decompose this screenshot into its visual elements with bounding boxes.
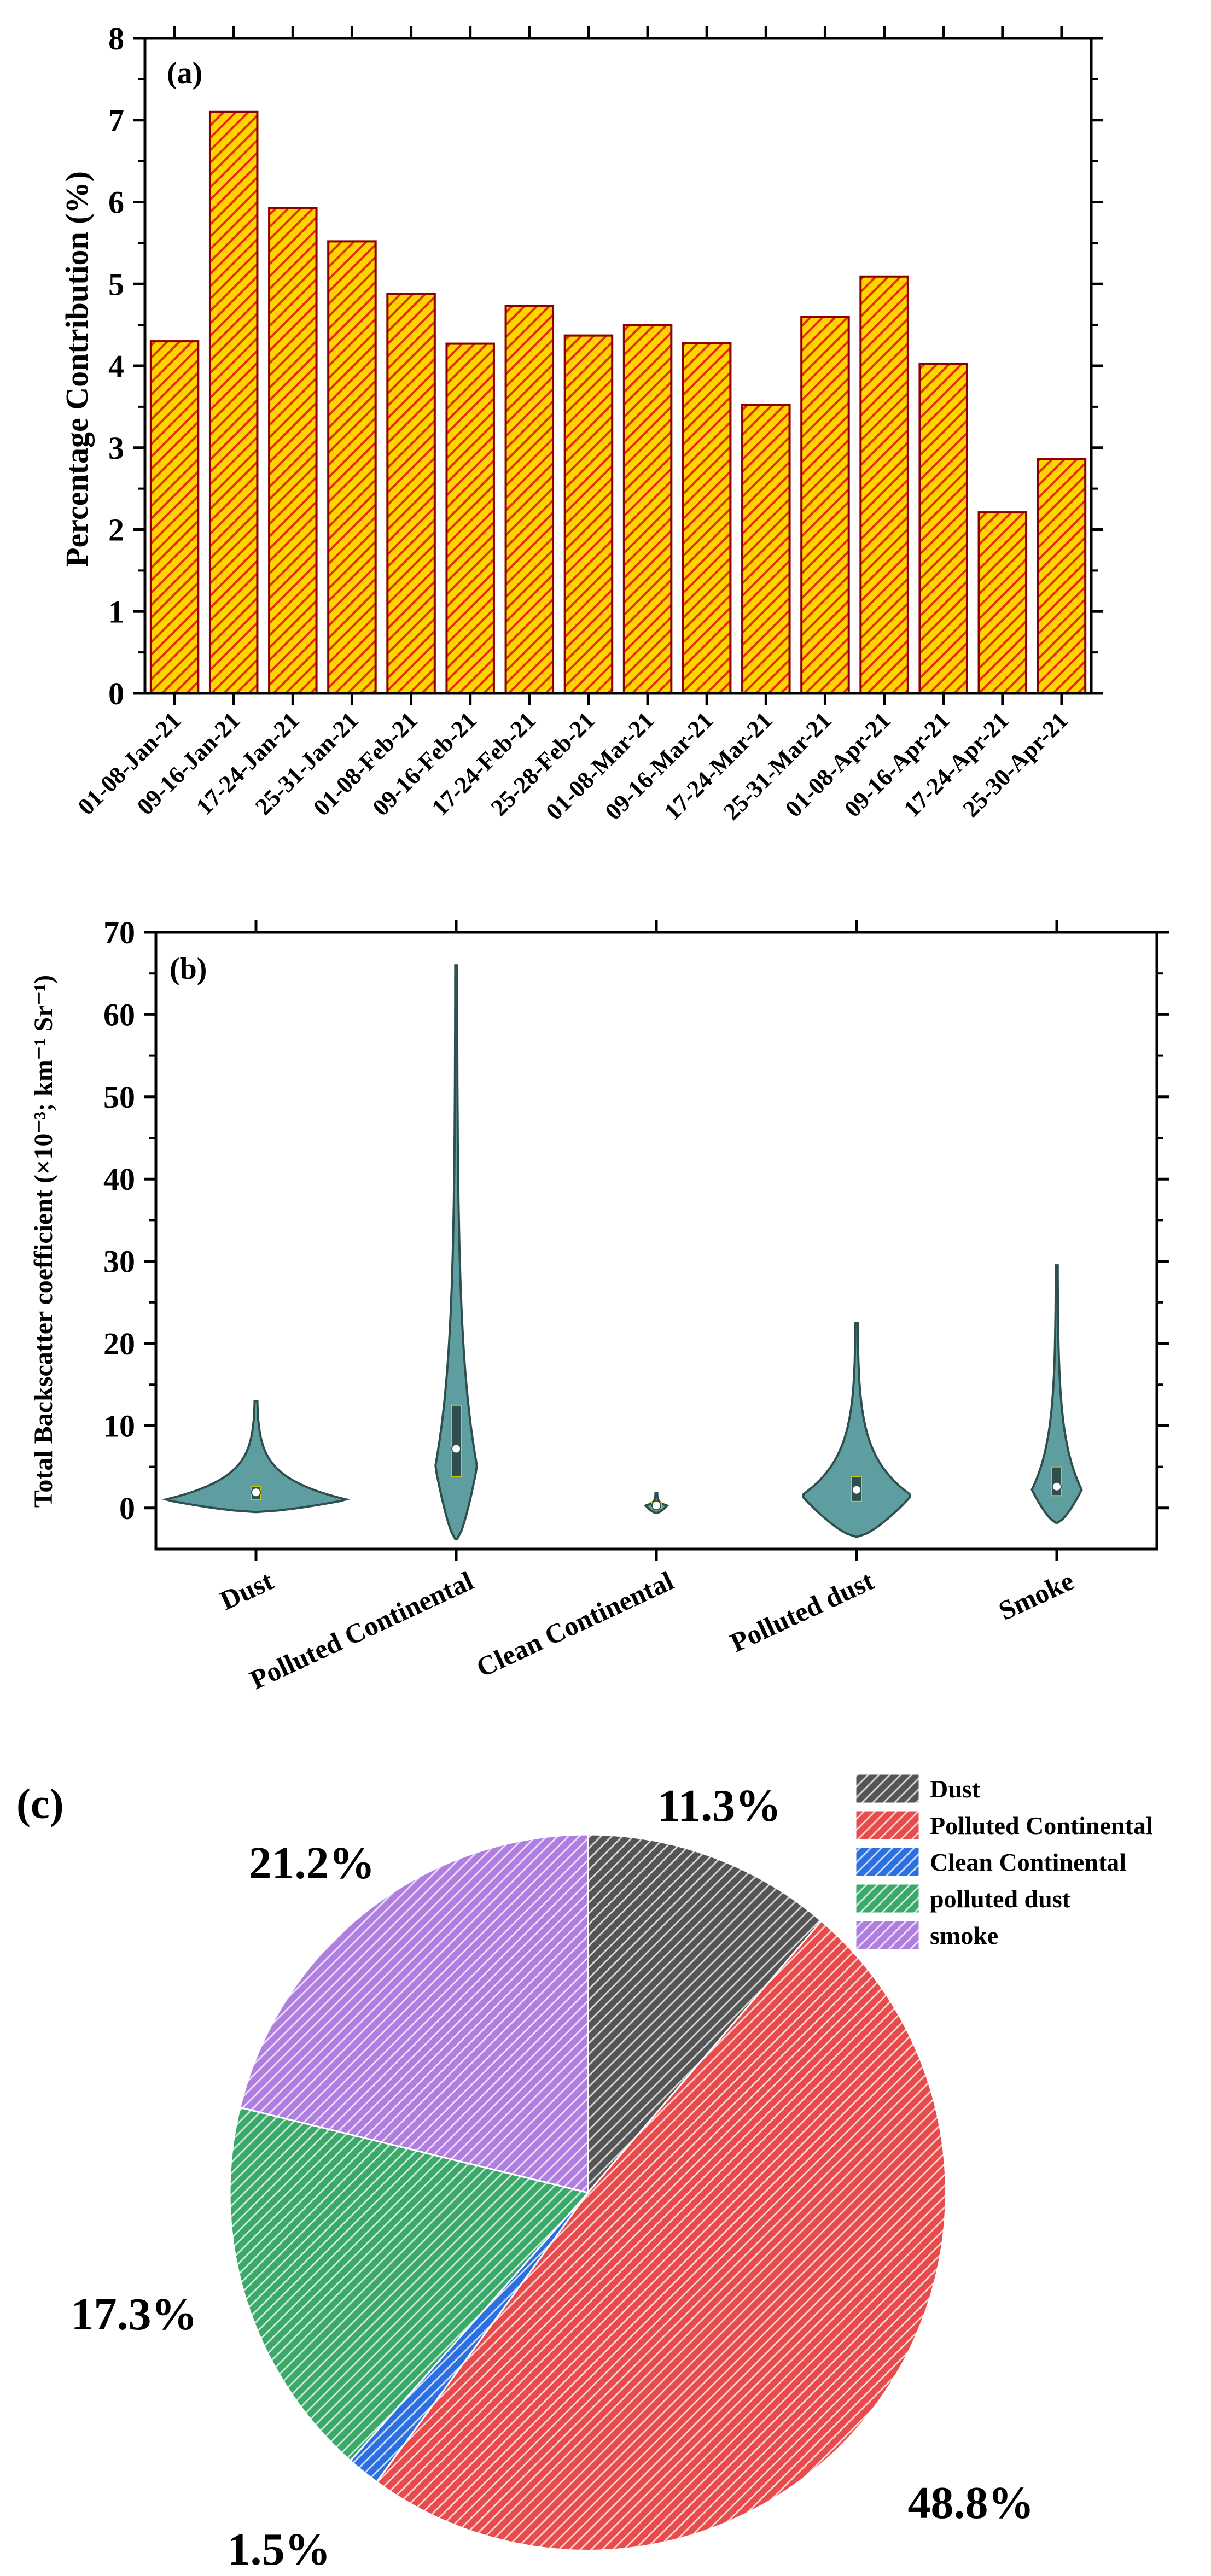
violin-body [161,1400,351,1514]
bar [327,240,377,694]
y-tick-label: 2 [108,512,124,548]
legend-swatch [855,1847,919,1877]
y-tick-label: 3 [108,430,124,466]
violin-mean-marker [1052,1481,1062,1492]
y-tick-label: 0 [119,1491,135,1526]
x-tick-label: Polluted Continental [245,1565,478,1695]
violin-body [1030,1264,1083,1524]
legend-swatch [855,1774,919,1803]
legend-label: polluted dust [930,1885,1071,1913]
pie-value-label: 21.2% [249,1838,375,1889]
legend-swatch [855,1920,919,1950]
panel-label-b: (b) [170,952,207,986]
pie-value-label: 11.3% [657,1780,781,1831]
violin-body [801,1322,912,1538]
panel-label-a: (a) [167,56,202,90]
y-tick-label: 7 [108,103,124,138]
y-tick-label: 40 [103,1161,135,1197]
violin-box [451,1404,462,1477]
plot-frame [154,931,1158,1551]
x-tick-label: Clean Continental [471,1565,678,1683]
pie-slice [375,1919,947,2551]
bar [563,334,614,694]
bar [622,324,673,694]
bar [208,110,259,694]
y-tick-label: 6 [108,185,124,220]
y-tick-label: 5 [108,266,124,302]
pie-value-label: 48.8% [908,2478,1034,2528]
y-tick-label: 20 [103,1326,135,1362]
y-tick-label: 1 [108,594,124,629]
y-tick-label: 4 [108,348,124,384]
violin-mean-marker [451,1444,461,1454]
x-tick-label: Polluted dust [725,1565,878,1658]
y-tick-label: 70 [103,915,135,950]
y-tick-label: 8 [108,21,124,56]
bar [918,363,968,694]
pie-slice [229,2106,590,2462]
legend-swatch [855,1884,919,1913]
violin-body [434,964,478,1540]
legend-label: Clean Continental [930,1848,1126,1876]
y-tick-label: 0 [108,676,124,711]
pie-slice [238,1833,589,2194]
pie-value-label: 17.3% [71,2289,197,2340]
y-tick-label: 50 [103,1079,135,1115]
pie-value-label: 1.5% [228,2524,331,2575]
legend-swatch [855,1810,919,1840]
x-tick-label: Smoke [994,1565,1079,1626]
y-tick-label: 60 [103,997,135,1032]
bar [741,404,791,694]
violin-mean-marker [251,1487,261,1498]
y-tick-label: 30 [103,1244,135,1280]
bar [1037,458,1087,695]
pie-slice [587,1833,823,2195]
bar [859,275,909,694]
violin-mean-marker [651,1500,661,1511]
violin-chart-y-axis-label: Total Backscatter coefficient (×10⁻³; km… [29,975,58,1508]
panel-label-c: (c) [16,1780,64,1827]
bar [977,511,1028,694]
bar [800,316,850,694]
violin-chart-panel: (b) Total Backscatter coefficient (×10⁻³… [29,915,1169,1695]
violin-mean-marker [852,1485,861,1495]
bar [386,293,436,694]
bar-chart-panel: (a) Percentage Contribution (%) 0 1 2 3 4 5 6 7… [59,21,1103,825]
bar-chart-y-axis-label: Percentage Contribution (%) [59,171,95,567]
legend-label: Dust [930,1775,981,1803]
bar [268,206,318,695]
y-tick-label: 10 [103,1408,135,1444]
legend-label: smoke [930,1921,998,1949]
bar [682,342,732,694]
x-tick-label: Dust [215,1565,278,1616]
legend-label: Polluted Continental [930,1812,1153,1839]
bar [445,342,495,694]
bar [149,340,200,694]
pie-chart-panel: (c) 11.3% 48.8% 1.5% 17.3% 21.2% Dust Polluted… [16,1774,1153,2575]
bar [504,305,555,694]
